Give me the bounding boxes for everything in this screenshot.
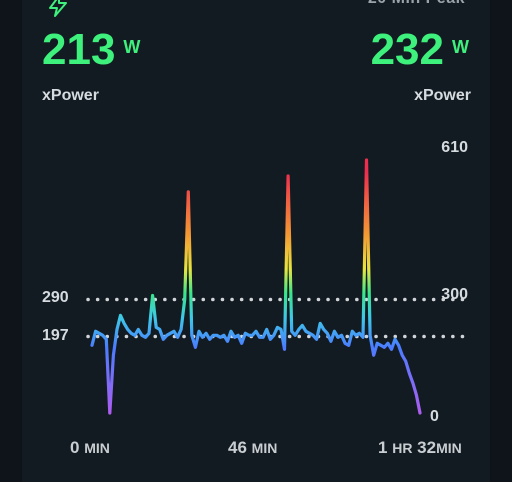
current-power-value: 213	[42, 25, 116, 74]
y-tick-label: 610	[441, 139, 468, 156]
current-power-label: xPower	[42, 87, 99, 104]
x-tick-label: 46 MIN	[228, 438, 278, 457]
x-tick-label: 1 HR 32MIN	[378, 438, 462, 457]
reference-line-label: 290	[42, 289, 69, 307]
current-power: 213 W	[42, 28, 140, 72]
workout-card	[22, 0, 490, 482]
x-tick-label: 0 MIN	[70, 438, 110, 457]
peak-power-unit: W	[452, 37, 469, 57]
peak-power-label: xPower	[414, 87, 471, 104]
power-series-line	[90, 158, 422, 415]
y-tick-label: 0	[430, 408, 439, 425]
lightning-icon	[49, 0, 67, 17]
reference-line-label: 197	[42, 326, 69, 344]
peak-power: 232 W	[371, 28, 469, 72]
current-power-unit: W	[123, 37, 141, 57]
peak-window-label: 20 Min Peak	[368, 0, 465, 8]
y-tick-label: 300	[441, 286, 468, 304]
peak-power-value: 232	[370, 25, 444, 74]
